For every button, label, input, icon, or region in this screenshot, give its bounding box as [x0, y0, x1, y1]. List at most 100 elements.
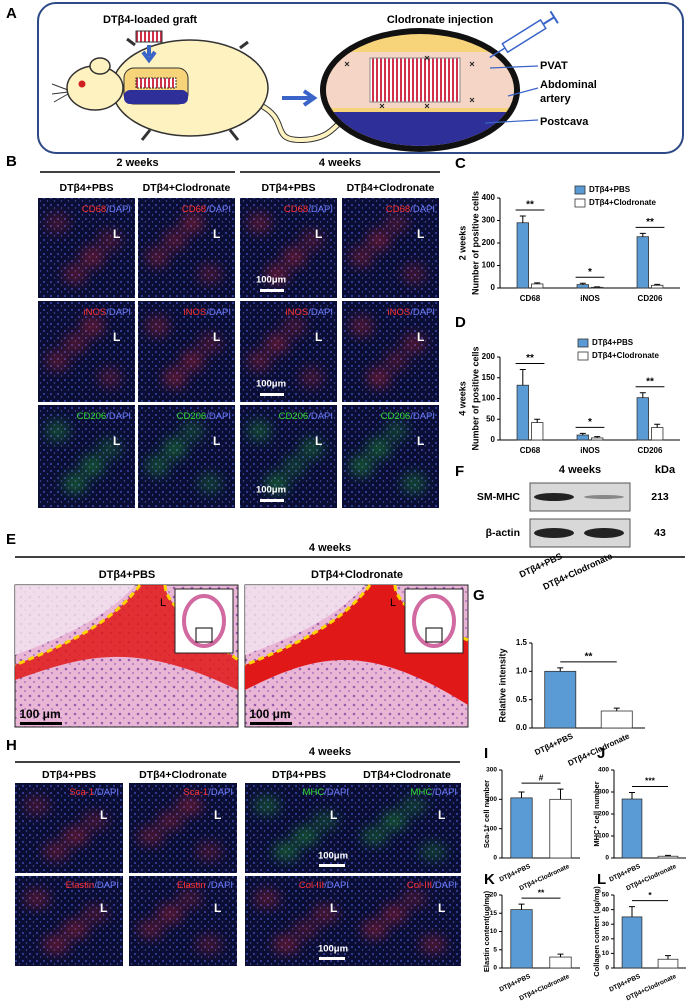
- stain-label: Col-III/DAPI: [299, 880, 349, 891]
- counterstain: /DAPI: [106, 307, 131, 318]
- stain-signal: [45, 350, 70, 371]
- stain-signal: [145, 213, 222, 284]
- graft-icon: [135, 30, 163, 43]
- x-tick-label: iNOS: [580, 294, 600, 303]
- error-bar: [557, 953, 564, 958]
- stain-signal: [195, 842, 222, 861]
- stain-signal: [361, 920, 388, 939]
- lumen-label: L: [100, 901, 107, 915]
- stain-label: CD206/DAPI: [77, 411, 131, 422]
- stain-signal: [273, 842, 300, 861]
- y-tick-label: 0: [493, 855, 497, 862]
- bar: [657, 855, 679, 859]
- legend-swatch: [574, 185, 586, 195]
- stain-signal: [381, 811, 408, 830]
- stain-signal: [384, 350, 408, 371]
- stain-name: Sca-1: [69, 787, 94, 798]
- band-size: 213: [651, 491, 669, 503]
- stain-label: Sca-1/DAPI: [69, 787, 119, 798]
- mouse-eye: [78, 80, 86, 88]
- bar: [651, 427, 664, 441]
- y-tick-label: 40: [602, 906, 610, 913]
- column-title: DTβ4+Clodronate: [143, 182, 231, 194]
- error-bar: [519, 368, 526, 386]
- stain-signal: [180, 420, 204, 442]
- group-title: 2 weeks: [116, 157, 158, 169]
- significance-label: **: [585, 652, 593, 663]
- stain-signal: [400, 796, 427, 815]
- error-bar: [518, 791, 525, 798]
- significance-label: **: [526, 353, 534, 364]
- stain-signal: [282, 247, 306, 267]
- scale-bar-label: 100μm: [318, 944, 348, 955]
- counterstain: /DAPI: [208, 787, 233, 798]
- y-tick-label: 10: [602, 950, 610, 957]
- stain-signal: [349, 316, 426, 388]
- lumen-label: L: [160, 597, 166, 609]
- lumen-label: L: [438, 808, 445, 822]
- x-tick-label: CD206: [638, 446, 663, 455]
- panel-a: A DTβ4-loaded graft Clodronat: [6, 2, 684, 154]
- stain-signal: [98, 230, 122, 250]
- error-bar: [639, 232, 646, 237]
- error-bar: [557, 788, 564, 800]
- graft: [369, 57, 461, 103]
- stain-signal: [176, 796, 203, 815]
- bar: [651, 284, 664, 289]
- stain-signal: [198, 264, 222, 284]
- column-title: DTβ4+PBS: [42, 769, 96, 781]
- stain-signal: [384, 213, 408, 233]
- error-bar: [518, 903, 525, 910]
- stain-signal: [163, 230, 187, 250]
- y-tick-label: 300: [486, 767, 497, 774]
- stain-name: iNOS: [387, 307, 410, 318]
- stain-label: iNOS/DAPI: [387, 307, 435, 318]
- x-tick-label: iNOS: [580, 446, 600, 455]
- stain-signal: [361, 827, 388, 846]
- elastin-layer: [15, 585, 238, 690]
- y-axis-label: Number of positive cells: [470, 191, 480, 295]
- band-name: β-actin: [486, 527, 520, 539]
- y-tick-label: 20: [490, 892, 498, 899]
- band: [534, 493, 574, 501]
- y-axis-label: 4 weeks: [457, 381, 467, 416]
- stain-signal: [45, 213, 122, 284]
- lumen-label: L: [330, 901, 337, 915]
- y-tick-label: 30: [602, 921, 610, 928]
- inset-ring: [412, 594, 456, 648]
- error-bar: [534, 282, 541, 284]
- syringe: [489, 10, 559, 59]
- y-tick-label: 100: [598, 833, 609, 840]
- counterstain: /DAPI: [206, 204, 231, 215]
- artery-label: Abdominal: [540, 79, 597, 91]
- error-bar: [654, 423, 661, 428]
- y-tick-label: 1.5: [516, 638, 528, 647]
- bar: [544, 670, 577, 729]
- stain-label: CD68/DAPI: [182, 204, 231, 215]
- lumen-label: L: [113, 227, 120, 241]
- error-bar: [639, 392, 646, 398]
- counterstain: /DAPI: [308, 307, 333, 318]
- y-tick-label: 200: [598, 811, 609, 818]
- y-tick-label: 0.0: [516, 723, 528, 732]
- whiskers: [51, 83, 69, 103]
- lumen-label: L: [315, 330, 322, 344]
- bar: [516, 384, 529, 441]
- stain-name: CD206: [381, 411, 411, 422]
- panel-letter: H: [6, 737, 17, 754]
- stain-signal: [311, 811, 338, 830]
- y-tick-label: 0: [491, 435, 496, 444]
- stain-signal: [157, 811, 183, 830]
- stain-signal: [300, 367, 324, 388]
- legend-swatch: [577, 351, 589, 361]
- bar: [591, 286, 604, 289]
- bar: [621, 916, 643, 969]
- stain-label: iNOS/DAPI: [83, 307, 131, 318]
- graft-label: DTβ4-loaded graft: [103, 14, 197, 26]
- injection-label: Clodronate injection: [387, 14, 494, 26]
- stain-signal: [247, 420, 272, 442]
- stain-signal: [80, 247, 104, 267]
- stain-label: CD206/DAPI: [177, 411, 231, 422]
- column-title: DTβ4+PBS: [272, 769, 326, 781]
- stain-signal: [137, 827, 164, 846]
